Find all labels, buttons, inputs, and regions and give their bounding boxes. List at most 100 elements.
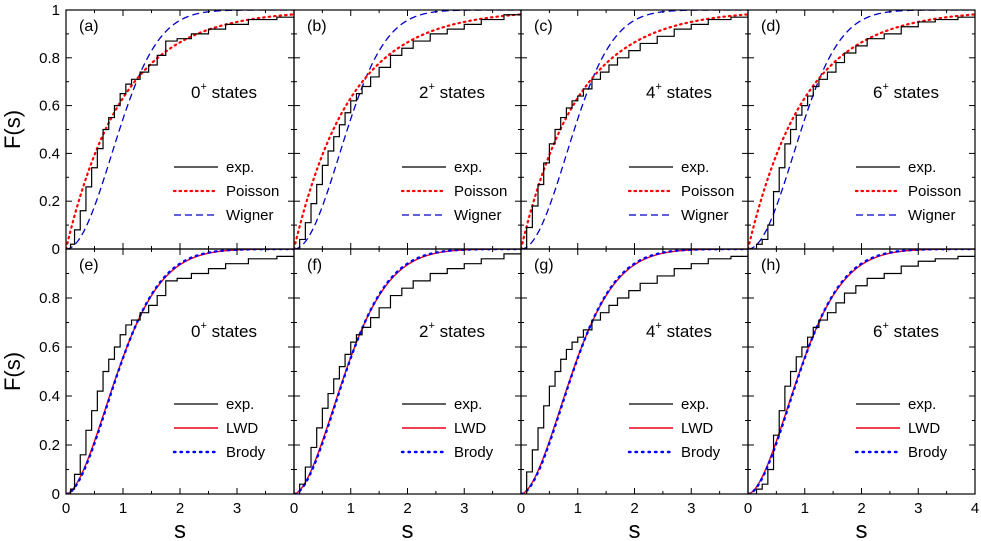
legend-label-poisson: Poisson <box>454 183 507 200</box>
y-tick-label: 0.2 <box>39 193 60 210</box>
legend-label-brody: Brody <box>681 444 721 461</box>
y-axis-label: F(s) <box>0 352 25 391</box>
legend-label-poisson: Poisson <box>226 183 279 200</box>
panel-label: (g) <box>534 257 554 274</box>
y-tick-label: 0.4 <box>39 388 60 405</box>
x-tick-label: 2 <box>403 500 411 517</box>
state-label: 2+ states <box>419 320 485 341</box>
x-tick-label: 1 <box>574 500 582 517</box>
exp-staircase <box>66 16 294 249</box>
legend-label-exp: exp. <box>454 396 482 413</box>
wigner-curve <box>748 10 975 249</box>
legend-label-wigner: Wigner <box>226 207 274 224</box>
exp-staircase <box>294 253 521 494</box>
x-tick-label: 2 <box>176 500 184 517</box>
panel-b: (b) 2+ states exp. Poisson Wigner <box>293 9 522 250</box>
legend-label-lwd: LWD <box>454 420 486 437</box>
x-tick-label: 3 <box>687 500 695 517</box>
legend-label-exp: exp. <box>908 396 936 413</box>
wigner-curve <box>66 10 294 249</box>
x-tick-label: 3 <box>460 500 468 517</box>
x-axis-label: s <box>629 517 641 541</box>
exp-staircase <box>748 253 975 494</box>
state-label: 6+ states <box>873 81 939 102</box>
plot-area <box>521 10 748 249</box>
legend-label-wigner: Wigner <box>681 207 729 224</box>
wigner-curve <box>294 10 521 249</box>
legend-label-poisson: Poisson <box>681 183 734 200</box>
exp-staircase <box>521 14 748 249</box>
x-tick-label: 0 <box>290 500 298 517</box>
legend-label-poisson: Poisson <box>908 183 961 200</box>
legend-label-lwd: LWD <box>681 420 713 437</box>
y-tick-label: 0.4 <box>39 145 60 162</box>
legend-label-lwd: LWD <box>226 420 258 437</box>
poisson-curve <box>66 13 294 249</box>
x-axis-label: s <box>174 517 186 541</box>
panel-d: (d) 6+ states exp. Poisson Wigner <box>747 9 976 250</box>
y-tick-label: 0 <box>52 241 60 258</box>
exp-staircase <box>748 14 975 249</box>
x-tick-label: 1 <box>347 500 355 517</box>
legend-label-brody: Brody <box>908 444 948 461</box>
panel-e: 0 0.2 0.4 0.6 0.8 0 1 2 3 s (e) 0+ states exp. LWD Bro… <box>39 248 295 541</box>
x-tick-label: 4 <box>971 500 979 517</box>
poisson-curve <box>521 13 748 249</box>
exp-staircase <box>294 14 521 249</box>
y-tick-label: 0.8 <box>39 50 60 67</box>
exp-staircase <box>66 255 294 494</box>
legend-label-exp: exp. <box>681 159 709 176</box>
panel-label: (e) <box>79 257 99 274</box>
plot-area <box>294 10 521 249</box>
y-axis-label: F(s) <box>0 110 25 149</box>
legend-label-exp: exp. <box>454 159 482 176</box>
y-tick-label: 0.6 <box>39 98 60 115</box>
panel-f: 0 1 2 3 s (f) 2+ states exp. LWD Brody <box>290 248 522 541</box>
y-tick-label: 0.6 <box>39 339 60 356</box>
plot-area <box>748 10 975 249</box>
x-tick-label: 0 <box>517 500 525 517</box>
y-tick-label: 1 <box>52 2 60 19</box>
panel-c: (c) 4+ states exp. Poisson Wigner <box>520 9 749 250</box>
state-label: 0+ states <box>191 320 257 341</box>
panel-label: (h) <box>761 257 781 274</box>
y-tick-label: 0.8 <box>39 290 60 307</box>
x-tick-label: 2 <box>857 500 865 517</box>
legend-label-exp: exp. <box>226 159 254 176</box>
x-tick-label: 1 <box>801 500 809 517</box>
panel-h: 0 1 2 3 4 s (h) 6+ states exp. LWD Brody <box>744 248 979 541</box>
poisson-curve <box>748 13 975 249</box>
x-tick-label: 3 <box>914 500 922 517</box>
x-axis-label: s <box>402 517 414 541</box>
plot-area <box>66 10 294 249</box>
x-tick-label: 2 <box>630 500 638 517</box>
panel-label: (c) <box>534 18 553 35</box>
x-tick-label: 0 <box>62 500 70 517</box>
panel-label: (f) <box>307 257 322 274</box>
legend-label-exp: exp. <box>226 396 254 413</box>
panel-label: (d) <box>761 18 781 35</box>
legend-label-wigner: Wigner <box>908 207 956 224</box>
y-tick-label: 0 <box>52 486 60 503</box>
wigner-curve <box>521 10 748 249</box>
panel-a: 0 0.2 0.4 0.6 0.8 1 (a) 0+ states exp. Poisson Wig… <box>39 2 295 258</box>
panel-g: 0 1 2 3 s (g) 4+ states exp. LWD Brody <box>517 248 749 541</box>
x-axis-label: s <box>856 517 868 541</box>
legend-label-exp: exp. <box>681 396 709 413</box>
legend-label-lwd: LWD <box>908 420 940 437</box>
panel-label: (b) <box>307 18 327 35</box>
state-label: 2+ states <box>419 81 485 102</box>
x-tick-label: 1 <box>119 500 127 517</box>
state-label: 4+ states <box>646 81 712 102</box>
state-label: 0+ states <box>191 81 257 102</box>
panel-label: (a) <box>79 18 99 35</box>
poisson-curve <box>294 13 521 249</box>
x-tick-label: 0 <box>744 500 752 517</box>
legend-label-brody: Brody <box>226 444 266 461</box>
legend-label-brody: Brody <box>454 444 494 461</box>
legend-label-exp: exp. <box>908 159 936 176</box>
x-tick-label: 3 <box>233 500 241 517</box>
state-label: 6+ states <box>873 320 939 341</box>
legend-label-wigner: Wigner <box>454 207 502 224</box>
